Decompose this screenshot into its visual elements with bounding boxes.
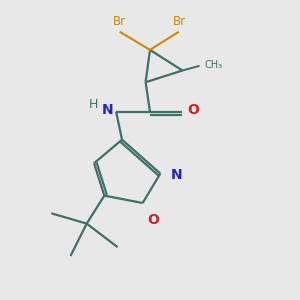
Text: Br: Br xyxy=(173,15,186,28)
Text: N: N xyxy=(171,168,182,182)
Text: O: O xyxy=(147,213,159,227)
Text: Br: Br xyxy=(112,15,126,28)
Text: O: O xyxy=(187,103,199,117)
Text: CH₃: CH₃ xyxy=(205,60,223,70)
Text: H: H xyxy=(89,98,98,111)
Text: N: N xyxy=(102,103,114,117)
